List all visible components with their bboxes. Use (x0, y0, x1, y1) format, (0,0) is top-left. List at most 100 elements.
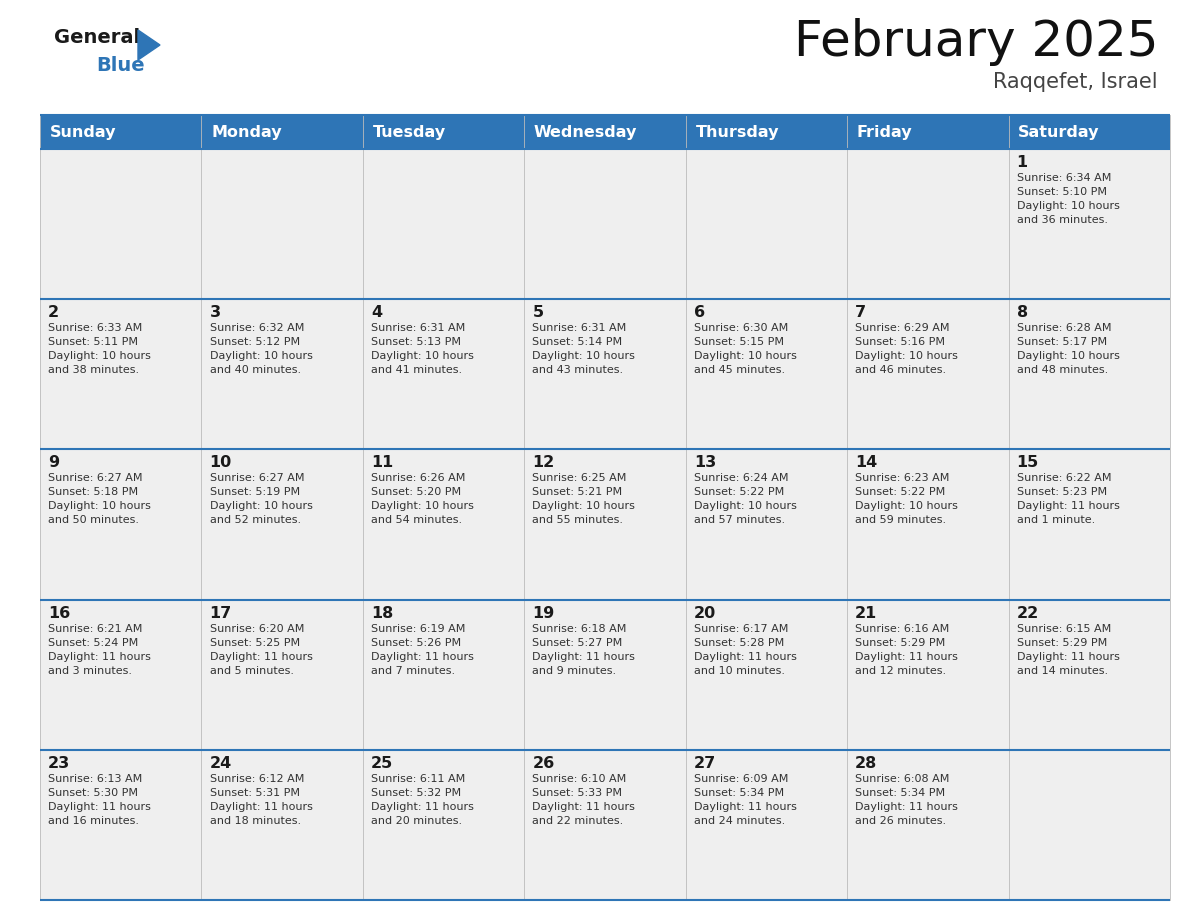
Text: Sunrise: 6:11 AM
Sunset: 5:32 PM
Daylight: 11 hours
and 20 minutes.: Sunrise: 6:11 AM Sunset: 5:32 PM Dayligh… (371, 774, 474, 826)
Text: 1: 1 (1017, 155, 1028, 170)
Bar (524, 599, 685, 750)
Bar (685, 599, 847, 750)
Bar (40, 599, 202, 750)
Text: Sunrise: 6:26 AM
Sunset: 5:20 PM
Daylight: 10 hours
and 54 minutes.: Sunrise: 6:26 AM Sunset: 5:20 PM Dayligh… (371, 474, 474, 525)
Text: Sunrise: 6:24 AM
Sunset: 5:22 PM
Daylight: 10 hours
and 57 minutes.: Sunrise: 6:24 AM Sunset: 5:22 PM Dayligh… (694, 474, 797, 525)
Bar (685, 115, 847, 149)
Bar (362, 750, 524, 900)
Bar (362, 149, 524, 299)
Text: 3: 3 (209, 305, 221, 320)
Text: 6: 6 (694, 305, 704, 320)
Bar (202, 115, 362, 149)
Text: 28: 28 (855, 756, 878, 771)
Text: 20: 20 (694, 606, 716, 621)
Text: Sunrise: 6:09 AM
Sunset: 5:34 PM
Daylight: 11 hours
and 24 minutes.: Sunrise: 6:09 AM Sunset: 5:34 PM Dayligh… (694, 774, 797, 826)
Text: Sunrise: 6:15 AM
Sunset: 5:29 PM
Daylight: 11 hours
and 14 minutes.: Sunrise: 6:15 AM Sunset: 5:29 PM Dayligh… (1017, 623, 1119, 676)
Text: 10: 10 (209, 455, 232, 470)
Bar (40, 299, 202, 450)
Bar (40, 149, 202, 299)
Text: 7: 7 (855, 305, 866, 320)
Text: Sunrise: 6:23 AM
Sunset: 5:22 PM
Daylight: 10 hours
and 59 minutes.: Sunrise: 6:23 AM Sunset: 5:22 PM Dayligh… (855, 474, 958, 525)
Text: Sunrise: 6:25 AM
Sunset: 5:21 PM
Daylight: 10 hours
and 55 minutes.: Sunrise: 6:25 AM Sunset: 5:21 PM Dayligh… (532, 474, 636, 525)
Text: 12: 12 (532, 455, 555, 470)
Text: General: General (53, 28, 140, 47)
Text: Thursday: Thursday (695, 125, 779, 140)
Bar (202, 599, 362, 750)
Text: 8: 8 (1017, 305, 1028, 320)
Bar (1009, 750, 1170, 900)
Bar (685, 750, 847, 900)
Text: Sunrise: 6:17 AM
Sunset: 5:28 PM
Daylight: 11 hours
and 10 minutes.: Sunrise: 6:17 AM Sunset: 5:28 PM Dayligh… (694, 623, 797, 676)
Text: February 2025: February 2025 (794, 18, 1158, 66)
Bar (524, 450, 685, 599)
Text: 26: 26 (532, 756, 555, 771)
Bar (202, 149, 362, 299)
Text: Sunrise: 6:19 AM
Sunset: 5:26 PM
Daylight: 11 hours
and 7 minutes.: Sunrise: 6:19 AM Sunset: 5:26 PM Dayligh… (371, 623, 474, 676)
Text: Sunrise: 6:29 AM
Sunset: 5:16 PM
Daylight: 10 hours
and 46 minutes.: Sunrise: 6:29 AM Sunset: 5:16 PM Dayligh… (855, 323, 958, 375)
Bar (1009, 299, 1170, 450)
Text: Sunrise: 6:12 AM
Sunset: 5:31 PM
Daylight: 11 hours
and 18 minutes.: Sunrise: 6:12 AM Sunset: 5:31 PM Dayligh… (209, 774, 312, 826)
Bar (362, 299, 524, 450)
Text: Tuesday: Tuesday (373, 125, 446, 140)
Text: 17: 17 (209, 606, 232, 621)
Text: Sunrise: 6:33 AM
Sunset: 5:11 PM
Daylight: 10 hours
and 38 minutes.: Sunrise: 6:33 AM Sunset: 5:11 PM Dayligh… (48, 323, 151, 375)
Bar (40, 750, 202, 900)
Text: 18: 18 (371, 606, 393, 621)
Text: Sunrise: 6:32 AM
Sunset: 5:12 PM
Daylight: 10 hours
and 40 minutes.: Sunrise: 6:32 AM Sunset: 5:12 PM Dayligh… (209, 323, 312, 375)
Text: Blue: Blue (96, 56, 145, 75)
Text: Sunrise: 6:18 AM
Sunset: 5:27 PM
Daylight: 11 hours
and 9 minutes.: Sunrise: 6:18 AM Sunset: 5:27 PM Dayligh… (532, 623, 636, 676)
Bar (847, 599, 1009, 750)
Bar (202, 299, 362, 450)
Text: 25: 25 (371, 756, 393, 771)
Text: Wednesday: Wednesday (533, 125, 637, 140)
Text: 11: 11 (371, 455, 393, 470)
Text: 15: 15 (1017, 455, 1038, 470)
Bar (847, 149, 1009, 299)
Bar (202, 450, 362, 599)
Text: Sunrise: 6:10 AM
Sunset: 5:33 PM
Daylight: 11 hours
and 22 minutes.: Sunrise: 6:10 AM Sunset: 5:33 PM Dayligh… (532, 774, 636, 826)
Text: Saturday: Saturday (1018, 125, 1100, 140)
Text: Raqqefet, Israel: Raqqefet, Israel (993, 72, 1158, 92)
Bar (362, 115, 524, 149)
Bar (1009, 599, 1170, 750)
Text: Sunrise: 6:20 AM
Sunset: 5:25 PM
Daylight: 11 hours
and 5 minutes.: Sunrise: 6:20 AM Sunset: 5:25 PM Dayligh… (209, 623, 312, 676)
Text: Sunrise: 6:21 AM
Sunset: 5:24 PM
Daylight: 11 hours
and 3 minutes.: Sunrise: 6:21 AM Sunset: 5:24 PM Dayligh… (48, 623, 151, 676)
Text: 23: 23 (48, 756, 70, 771)
Bar (685, 149, 847, 299)
Text: 4: 4 (371, 305, 383, 320)
Bar (1009, 115, 1170, 149)
Text: 2: 2 (48, 305, 59, 320)
Text: Sunrise: 6:30 AM
Sunset: 5:15 PM
Daylight: 10 hours
and 45 minutes.: Sunrise: 6:30 AM Sunset: 5:15 PM Dayligh… (694, 323, 797, 375)
Text: 19: 19 (532, 606, 555, 621)
Text: 5: 5 (532, 305, 543, 320)
Text: 21: 21 (855, 606, 878, 621)
Text: Sunday: Sunday (50, 125, 116, 140)
Text: 22: 22 (1017, 606, 1038, 621)
Bar (524, 750, 685, 900)
Bar (1009, 450, 1170, 599)
Text: Friday: Friday (857, 125, 912, 140)
Text: 24: 24 (209, 756, 232, 771)
Text: 27: 27 (694, 756, 716, 771)
Bar (847, 750, 1009, 900)
Bar (524, 299, 685, 450)
Bar (524, 115, 685, 149)
Text: Sunrise: 6:31 AM
Sunset: 5:14 PM
Daylight: 10 hours
and 43 minutes.: Sunrise: 6:31 AM Sunset: 5:14 PM Dayligh… (532, 323, 636, 375)
Polygon shape (138, 30, 160, 60)
Text: 13: 13 (694, 455, 716, 470)
Text: 9: 9 (48, 455, 59, 470)
Bar (1009, 149, 1170, 299)
Bar (847, 115, 1009, 149)
Text: Sunrise: 6:08 AM
Sunset: 5:34 PM
Daylight: 11 hours
and 26 minutes.: Sunrise: 6:08 AM Sunset: 5:34 PM Dayligh… (855, 774, 958, 826)
Text: Sunrise: 6:27 AM
Sunset: 5:18 PM
Daylight: 10 hours
and 50 minutes.: Sunrise: 6:27 AM Sunset: 5:18 PM Dayligh… (48, 474, 151, 525)
Text: Sunrise: 6:34 AM
Sunset: 5:10 PM
Daylight: 10 hours
and 36 minutes.: Sunrise: 6:34 AM Sunset: 5:10 PM Dayligh… (1017, 173, 1119, 225)
Text: Monday: Monday (211, 125, 282, 140)
Bar (847, 299, 1009, 450)
Bar (40, 115, 202, 149)
Bar (685, 450, 847, 599)
Text: Sunrise: 6:27 AM
Sunset: 5:19 PM
Daylight: 10 hours
and 52 minutes.: Sunrise: 6:27 AM Sunset: 5:19 PM Dayligh… (209, 474, 312, 525)
Text: Sunrise: 6:16 AM
Sunset: 5:29 PM
Daylight: 11 hours
and 12 minutes.: Sunrise: 6:16 AM Sunset: 5:29 PM Dayligh… (855, 623, 958, 676)
Bar (685, 299, 847, 450)
Bar (362, 450, 524, 599)
Bar (524, 149, 685, 299)
